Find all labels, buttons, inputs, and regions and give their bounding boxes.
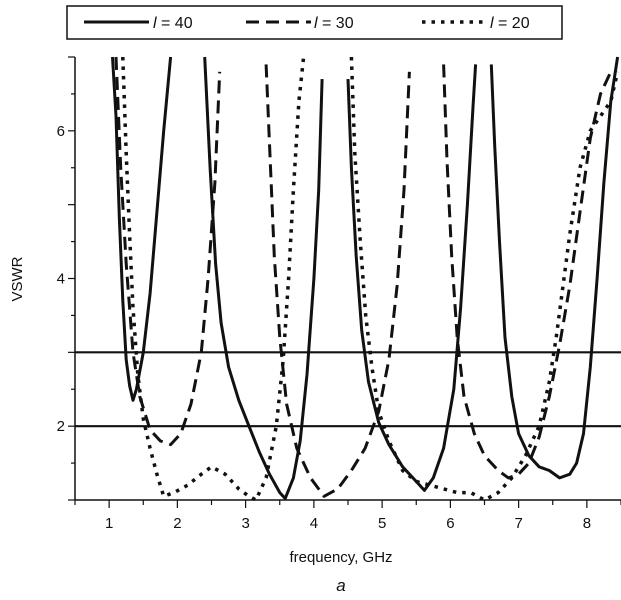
y-axis-title: VSWR [9, 256, 26, 301]
legend-item-l30: l = 30 [246, 15, 354, 32]
x-tick-label: 4 [310, 515, 318, 532]
series-line-s0-seg0 [111, 56, 173, 402]
x-axis-title: frequency, GHz [289, 549, 392, 566]
x-tick-label: 1 [105, 515, 113, 532]
x-tick-label: 3 [241, 515, 249, 532]
series-line-s0-seg3 [489, 56, 620, 480]
x-tick-label: 8 [583, 515, 591, 532]
x-tick-label: 7 [514, 515, 522, 532]
x-tick-label: 5 [378, 515, 386, 532]
legend-var-l40: l [153, 15, 157, 32]
series-line-s1-seg0 [114, 56, 222, 447]
y-tick-label: 2 [57, 418, 65, 435]
series-line-s2-seg1 [349, 56, 620, 502]
legend-var-l30: l [314, 15, 318, 32]
legend-label-l30: l = 30 [314, 15, 354, 32]
figure-caption: a [336, 576, 345, 595]
series-l40 [111, 56, 620, 500]
series-line-s2-seg0 [121, 56, 306, 502]
legend-label-l20: l = 20 [490, 15, 530, 32]
x-tick-label: 6 [446, 515, 454, 532]
legend-item-l40: l = 40 [84, 15, 193, 32]
y-tick-label: 6 [57, 123, 65, 140]
legend-eq-l30: = 30 [318, 15, 354, 32]
reference-lines [75, 351, 621, 428]
y-tick-label: 4 [57, 271, 65, 288]
legend-eq-l20: = 20 [494, 15, 530, 32]
x-tick-label: 2 [173, 515, 181, 532]
series-line-s0-seg1 [203, 56, 324, 500]
legend-item-l20: l = 20 [422, 15, 530, 32]
legend: l = 40 l = 30 l = 20 [66, 5, 563, 40]
series-layer [111, 56, 620, 502]
series-line-s1-seg2 [442, 64, 613, 480]
legend-label-l40: l = 40 [153, 15, 193, 32]
legend-eq-l40: = 40 [157, 15, 193, 32]
series-l20 [121, 56, 620, 502]
series-line-s1-seg1 [264, 64, 411, 498]
ticks: 1 2 3 4 5 6 7 8 2 4 6 [57, 56, 621, 532]
series-l30 [114, 56, 613, 498]
legend-var-l20: l [490, 15, 494, 32]
